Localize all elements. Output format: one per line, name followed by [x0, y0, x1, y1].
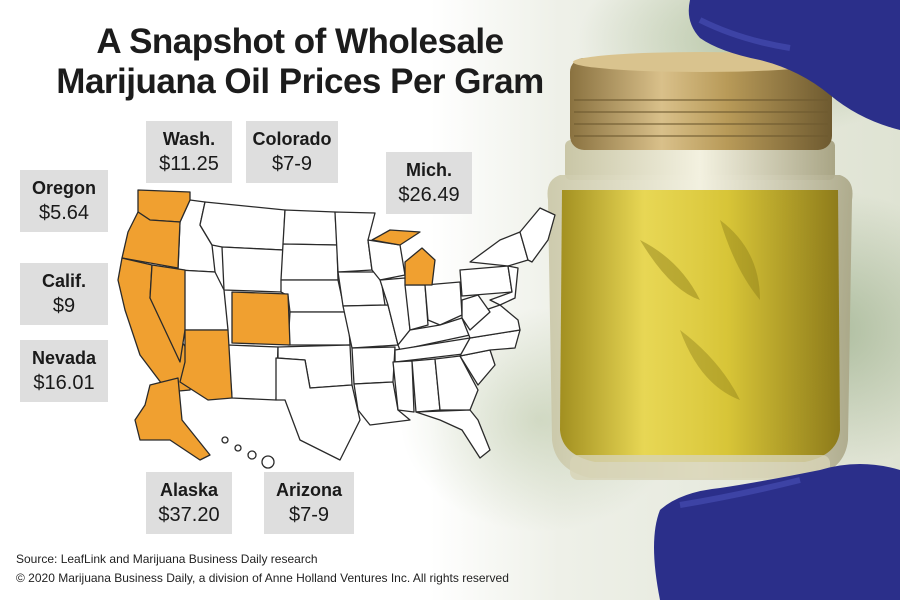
state-name: Alaska — [159, 480, 219, 500]
other-states — [177, 199, 556, 461]
state-name: Oregon — [31, 178, 96, 198]
oil-fill — [560, 190, 840, 462]
page-title: A Snapshot of Wholesale Marijuana Oil Pr… — [0, 22, 600, 102]
state-name: Calif. — [41, 271, 86, 291]
title-line-1: A Snapshot of Wholesale — [96, 22, 504, 61]
state-price: $11.25 — [159, 153, 219, 175]
state-name: Nevada — [31, 348, 97, 368]
state-oregon — [121, 211, 181, 269]
state-alaska — [134, 377, 211, 461]
state-name: Mich. — [405, 160, 452, 180]
state-price: $7-9 — [288, 504, 330, 526]
state-price: $5.64 — [38, 202, 90, 224]
state-name: Arizona — [275, 480, 342, 500]
label-nevada: Nevada $16.01 — [20, 340, 108, 402]
state-price: $37.20 — [158, 504, 220, 526]
label-michigan: Mich. $26.49 — [386, 152, 472, 214]
label-alaska: Alaska $37.20 — [146, 472, 232, 534]
label-colorado: Colorado $7-9 — [246, 121, 338, 183]
state-colorado — [231, 291, 291, 346]
state-price: $9 — [52, 295, 76, 317]
state-nevada — [149, 264, 186, 363]
state-name: Colorado — [252, 129, 332, 149]
label-washington: Wash. $11.25 — [146, 121, 232, 183]
top-glove — [688, 0, 900, 130]
title-line-2: Marijuana Oil Prices Per Gram — [56, 62, 544, 101]
label-oregon: Oregon $5.64 — [20, 170, 108, 232]
state-price: $16.01 — [33, 372, 95, 394]
source-note: Source: LeafLink and Marijuana Business … — [16, 552, 318, 566]
state-hawaii — [221, 436, 275, 469]
state-michigan — [404, 247, 436, 286]
label-arizona: Arizona $7-9 — [264, 472, 354, 534]
jar-cap — [570, 58, 832, 150]
state-price: $26.49 — [398, 184, 460, 206]
copyright-note: © 2020 Marijuana Business Daily, a divis… — [16, 571, 509, 585]
state-arizona — [179, 329, 233, 401]
state-michigan-upper — [371, 229, 421, 246]
state-price: $7-9 — [271, 153, 313, 175]
state-name: Wash. — [162, 129, 216, 149]
label-california: Calif. $9 — [20, 263, 108, 325]
